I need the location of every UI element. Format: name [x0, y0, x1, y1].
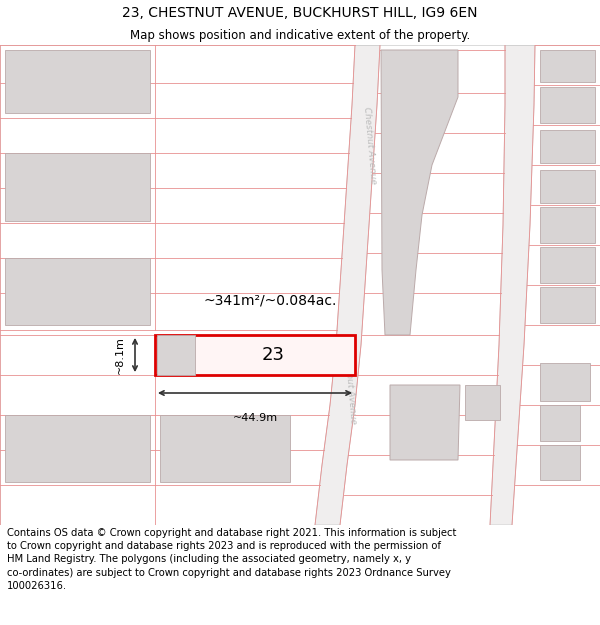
Polygon shape	[315, 45, 380, 525]
Polygon shape	[540, 363, 590, 401]
Polygon shape	[160, 415, 290, 482]
Text: ~44.9m: ~44.9m	[232, 413, 278, 423]
Polygon shape	[540, 130, 595, 163]
Polygon shape	[5, 258, 150, 325]
Text: Chestnut Avenue: Chestnut Avenue	[342, 346, 358, 424]
Text: Contains OS data © Crown copyright and database right 2021. This information is : Contains OS data © Crown copyright and d…	[7, 528, 457, 591]
Text: Chestnut Avenue: Chestnut Avenue	[362, 106, 378, 184]
Polygon shape	[540, 445, 580, 480]
Text: 23: 23	[262, 346, 284, 364]
Polygon shape	[5, 153, 150, 221]
Text: ~341m²/~0.084ac.: ~341m²/~0.084ac.	[203, 293, 337, 307]
Polygon shape	[540, 207, 595, 243]
Polygon shape	[5, 415, 150, 482]
Polygon shape	[390, 385, 460, 460]
Polygon shape	[540, 170, 595, 203]
Polygon shape	[490, 45, 535, 525]
Polygon shape	[465, 385, 500, 420]
Polygon shape	[381, 50, 458, 335]
Text: Map shows position and indicative extent of the property.: Map shows position and indicative extent…	[130, 29, 470, 42]
Polygon shape	[5, 50, 150, 113]
Text: ~8.1m: ~8.1m	[115, 336, 125, 374]
Polygon shape	[155, 335, 355, 375]
Polygon shape	[540, 50, 595, 82]
Polygon shape	[540, 87, 595, 123]
Polygon shape	[157, 335, 195, 375]
Polygon shape	[540, 405, 580, 441]
Polygon shape	[540, 287, 595, 323]
Text: 23, CHESTNUT AVENUE, BUCKHURST HILL, IG9 6EN: 23, CHESTNUT AVENUE, BUCKHURST HILL, IG9…	[122, 6, 478, 19]
Polygon shape	[540, 247, 595, 283]
